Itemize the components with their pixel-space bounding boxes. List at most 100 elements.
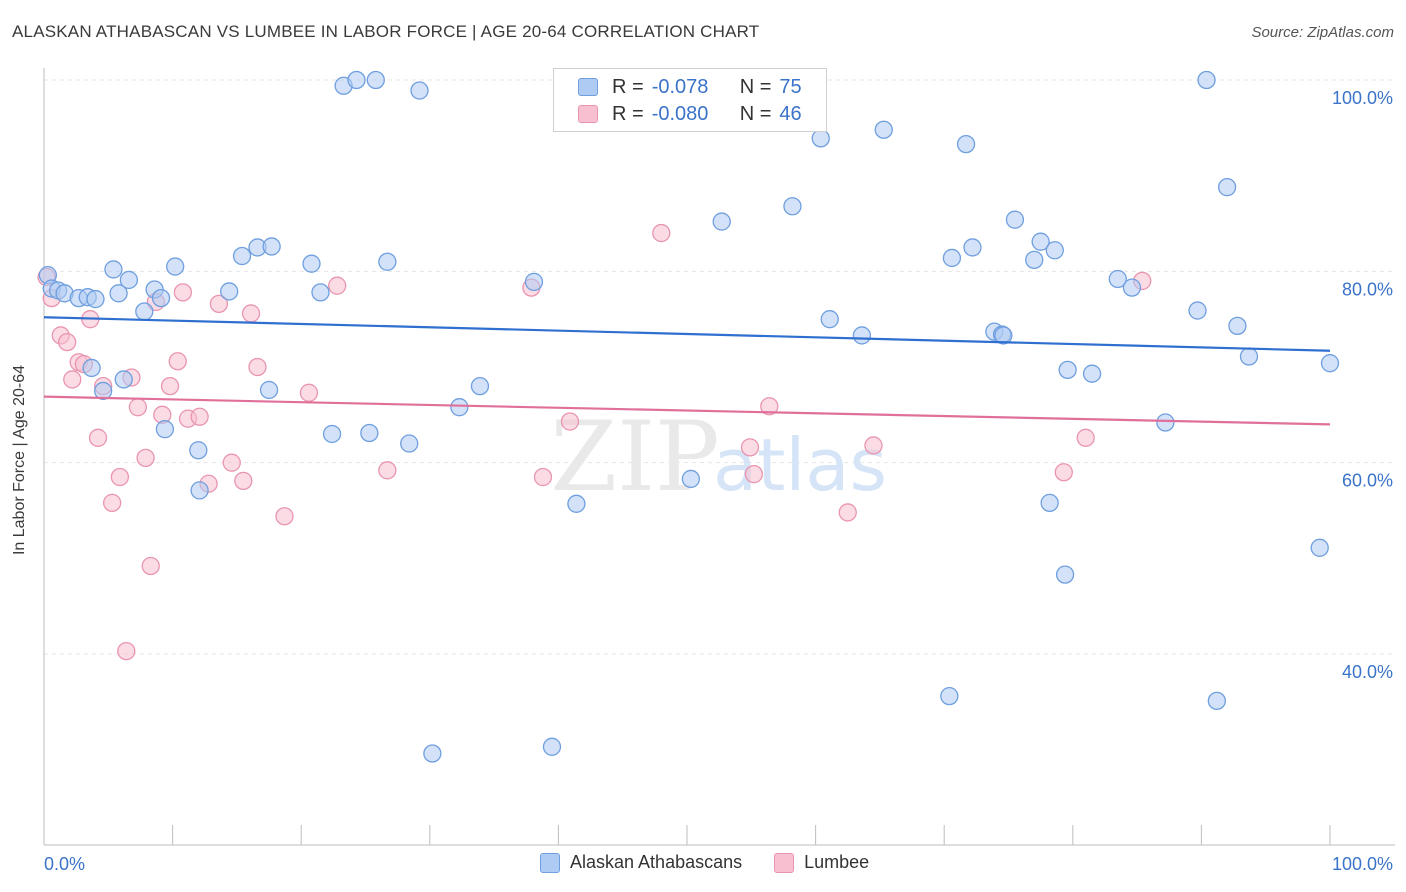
lumbee-point	[740, 438, 760, 457]
athabascan-point	[1082, 364, 1102, 383]
legend-item-lumbee[interactable]: Lumbee	[774, 852, 869, 873]
athabascan-point	[1108, 269, 1127, 289]
legend-swatch-pink	[774, 852, 795, 873]
lumbee-point	[234, 471, 253, 490]
athabascan-point	[942, 248, 962, 268]
lumbee-point	[136, 448, 155, 468]
athabascan-point	[220, 282, 239, 301]
lumbee-point	[1076, 428, 1095, 447]
athabascan-point	[1005, 210, 1025, 229]
athabascan-point	[811, 129, 830, 148]
legend-item-athabascan[interactable]: Alaskan Athabascans	[540, 852, 742, 873]
lumbee-trend-line	[43, 395, 1331, 426]
lumbee-point	[241, 304, 261, 323]
athabascan-point	[423, 744, 442, 763]
lumbee-point	[652, 223, 671, 243]
trend-lines	[43, 316, 1331, 426]
athabascan-point	[1228, 316, 1247, 336]
athabascan-point	[155, 420, 175, 439]
stats-legend: R = -0.078 N = 75 R = -0.080 N = 46	[553, 68, 827, 132]
y-tick-label: 80.0%	[1342, 279, 1393, 299]
athabascan-point	[1045, 241, 1064, 260]
athabascan-point	[400, 434, 419, 453]
athabascan-point	[360, 423, 379, 443]
lumbee-point	[533, 467, 553, 487]
athabascan-point	[524, 272, 544, 292]
athabascan-point	[1207, 691, 1226, 711]
athabascan-point	[94, 381, 113, 401]
athabascan-point	[311, 283, 330, 302]
athabascan-point	[1310, 538, 1329, 557]
athabascan-point	[956, 134, 976, 154]
lumbee-point	[209, 294, 229, 314]
lumbee-point	[57, 332, 77, 352]
athabascan-point	[1122, 278, 1142, 297]
athabascan-point	[1188, 301, 1207, 320]
athabascan-point	[82, 358, 101, 378]
athabascan-point	[410, 81, 429, 100]
lumbee-point	[299, 383, 319, 402]
athabascan-point	[119, 270, 139, 290]
athabascan-trend-line	[43, 316, 1331, 352]
lumbee-point	[760, 397, 779, 416]
athabascan-point	[874, 120, 893, 139]
athabascan-point	[109, 284, 128, 303]
x-tick-label: 0.0%	[44, 854, 85, 874]
legend-row-lumbee: R = -0.080 N = 46	[578, 102, 802, 126]
y-tick-label: 60.0%	[1342, 471, 1393, 491]
legend-r-value-lumbee: -0.080	[651, 102, 709, 125]
athabascan-point	[567, 494, 586, 513]
lumbee-point	[864, 436, 883, 455]
legend-swatch-blue	[540, 852, 560, 873]
legend-n-label: N =	[739, 75, 772, 98]
legend-n-value-lumbee: 46	[779, 102, 802, 125]
athabascan-point	[151, 288, 171, 308]
x-tick-label: 100.0%	[1332, 854, 1393, 874]
grid	[44, 79, 1395, 655]
lumbee-point	[560, 412, 580, 431]
athabascan-point	[470, 376, 490, 396]
lumbee-point	[838, 503, 857, 522]
athabascan-point	[190, 481, 209, 500]
lumbee-point	[128, 398, 148, 417]
legend-swatch-blue	[578, 78, 598, 96]
legend-swatch-pink	[578, 105, 598, 123]
lumbee-point	[160, 376, 180, 396]
athabascan-point	[322, 424, 342, 444]
athabascan-point	[302, 254, 321, 273]
athabascan-point	[963, 238, 982, 257]
athabascan-point	[450, 398, 469, 417]
athabascan-point	[347, 70, 366, 90]
legend-r-label: R =	[612, 75, 644, 98]
athabascan-point	[1058, 360, 1077, 380]
athabascan-points	[38, 70, 1340, 763]
athabascan-point	[542, 737, 562, 756]
legend-label-lumbee: Lumbee	[804, 852, 870, 872]
axes	[43, 68, 1395, 846]
lumbee-point	[117, 641, 136, 661]
lumbee-point	[248, 357, 267, 377]
lumbee-point	[63, 370, 82, 389]
athabascan-point	[1320, 354, 1340, 373]
lumbee-point	[328, 276, 347, 295]
legend-n-value-athabascan: 75	[779, 75, 802, 98]
legend-label-athabascan: Alaskan Athabascans	[570, 852, 743, 872]
lumbee-point	[110, 467, 130, 487]
athabascan-point	[1239, 347, 1259, 366]
athabascan-point	[852, 326, 872, 345]
lumbee-point	[141, 556, 160, 576]
chart-title: ALASKAN ATHABASCAN VS LUMBEE IN LABOR FO…	[12, 22, 760, 41]
athabascan-point	[1197, 70, 1216, 90]
athabascan-point	[1156, 413, 1175, 432]
athabascan-point	[262, 237, 281, 256]
athabascan-point	[189, 441, 208, 460]
athabascan-point	[681, 469, 701, 489]
athabascan-point	[135, 302, 154, 321]
lumbee-point	[88, 428, 108, 447]
athabascan-point	[259, 380, 279, 400]
lumbee-point	[744, 464, 764, 484]
lumbee-point	[190, 407, 209, 426]
legend-row-athabascan: R = -0.078 N = 75	[578, 75, 802, 99]
athabascan-point	[104, 260, 123, 279]
